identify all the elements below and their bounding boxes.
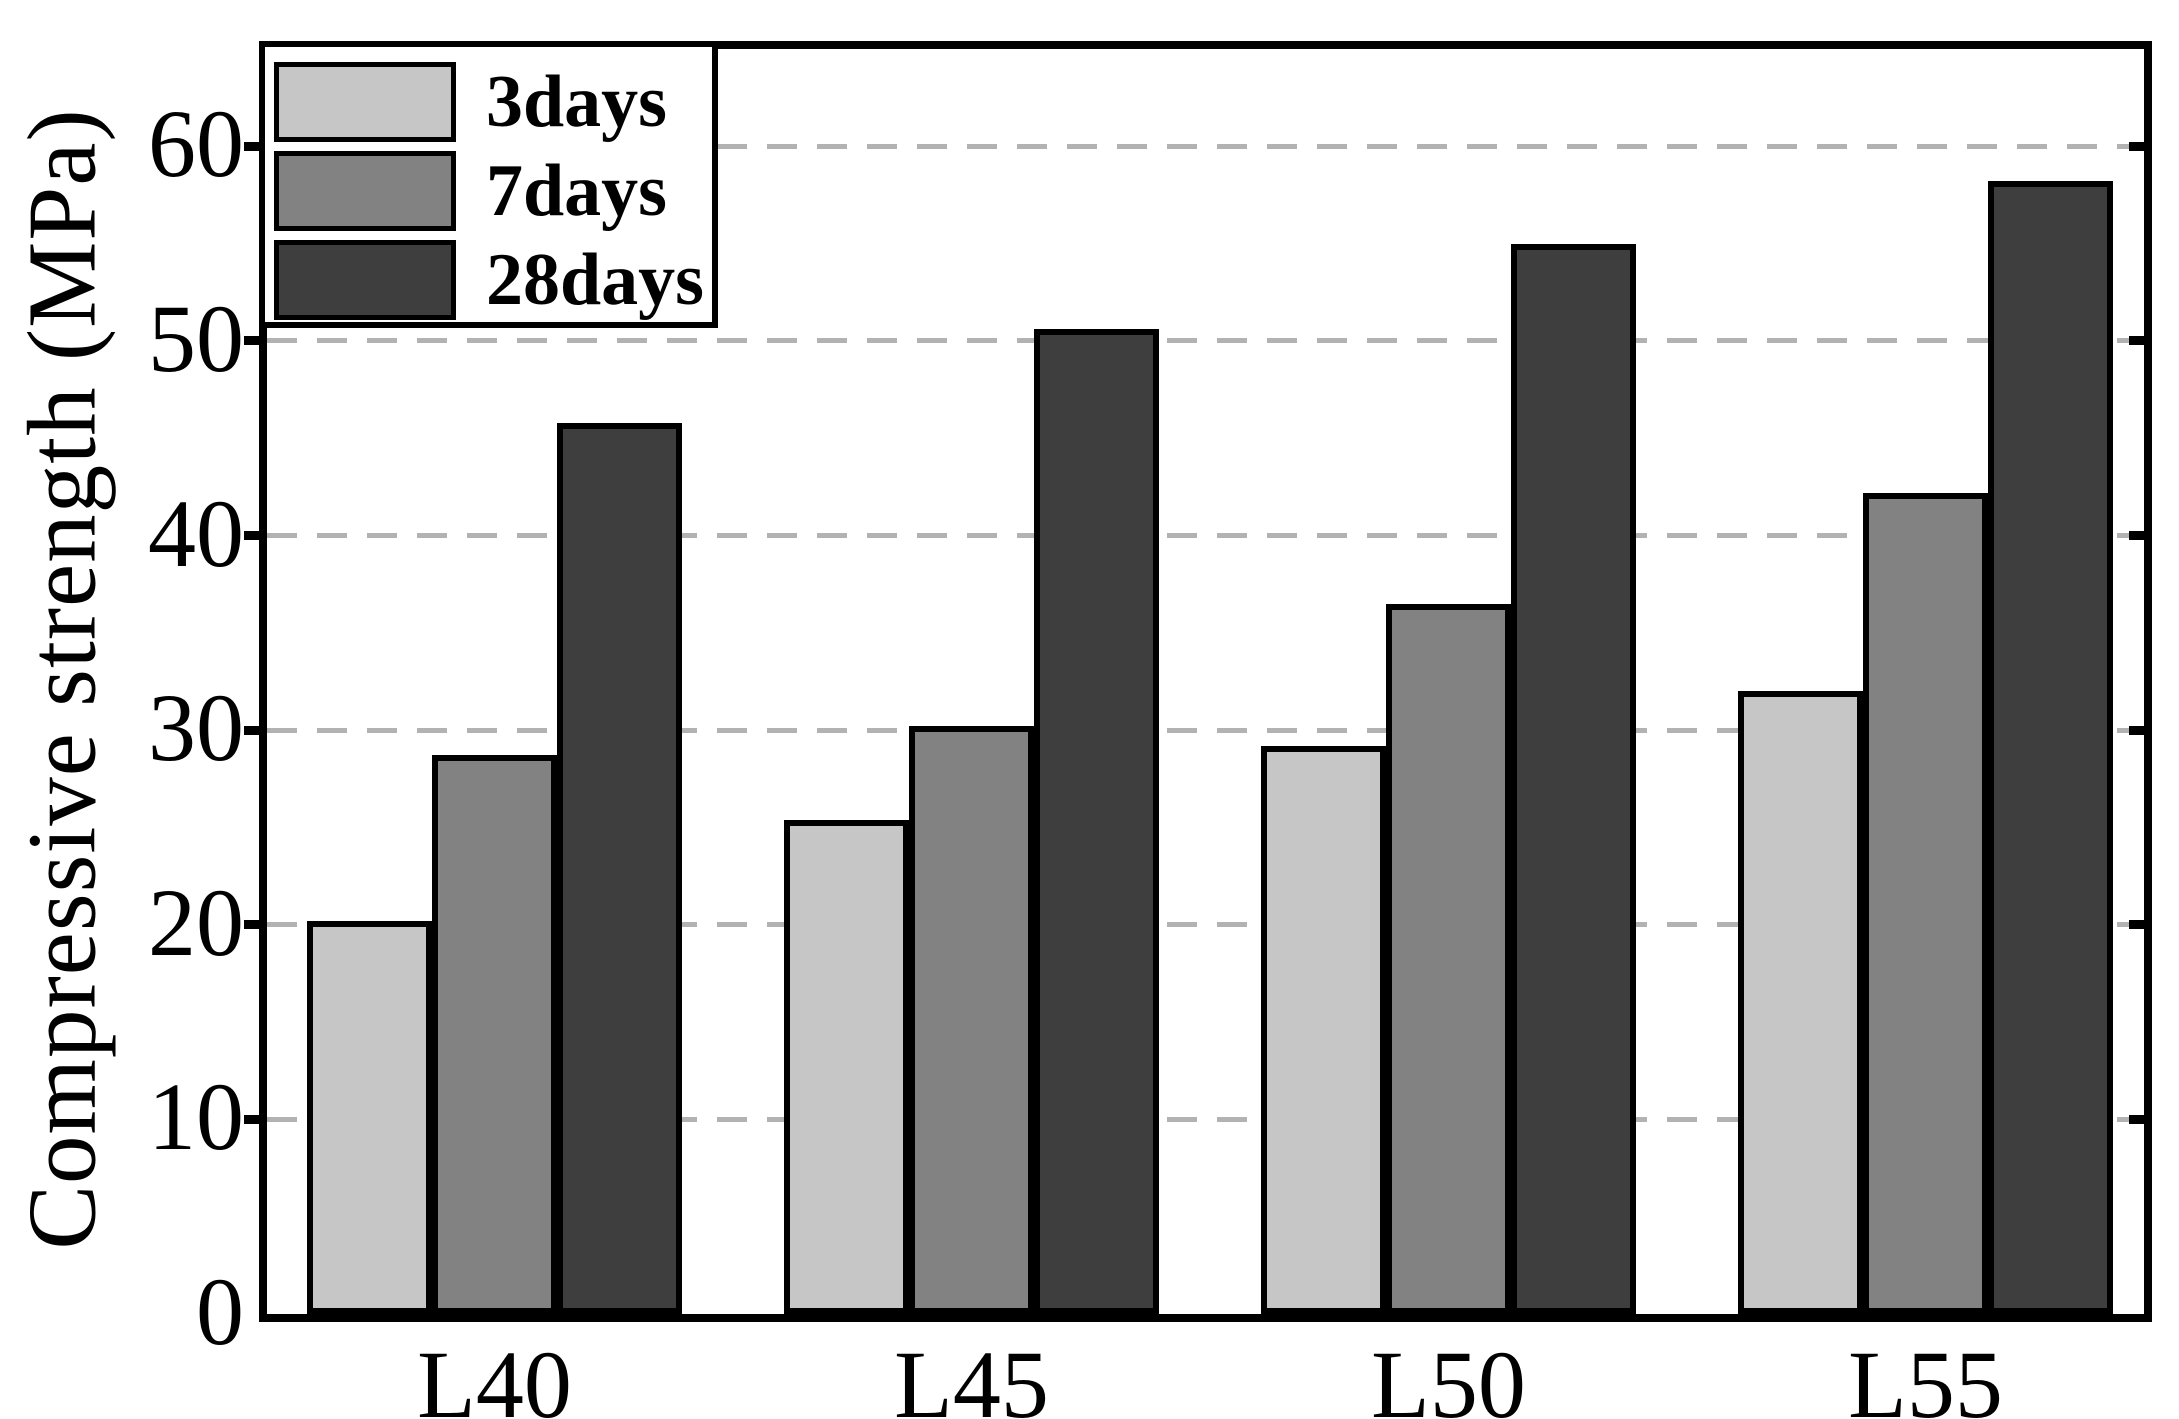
y-tick-left-30 <box>244 725 259 735</box>
y-tick-label-50: 50 <box>148 284 244 392</box>
legend-label-28days: 28days <box>486 238 704 321</box>
bar-L45-28days <box>1034 329 1159 1314</box>
x-tick-label-L40: L40 <box>417 1331 572 1419</box>
gridline-30 <box>267 727 2144 733</box>
bar-L50-3days <box>1261 746 1386 1314</box>
bar-L50-7days <box>1386 604 1511 1314</box>
y-tick-label-0: 0 <box>196 1258 244 1365</box>
bar-L55-28days <box>1988 181 2113 1314</box>
y-tick-label-10: 10 <box>148 1063 244 1171</box>
y-tick-right-50 <box>2129 336 2144 346</box>
bar-L55-7days <box>1863 493 1988 1314</box>
legend-item-7days: 7days <box>274 146 712 235</box>
x-tick-label-L45: L45 <box>894 1331 1049 1419</box>
y-tick-left-20 <box>244 920 259 930</box>
gridline-40 <box>267 533 2144 539</box>
y-tick-left-50 <box>244 336 259 346</box>
y-tick-label-30: 30 <box>148 674 244 782</box>
bar-L55-3days <box>1738 691 1863 1314</box>
bar-L45-3days <box>784 820 909 1314</box>
legend-swatch-28days <box>274 239 456 320</box>
gridline-60 <box>267 143 2144 149</box>
gridline-10 <box>267 1116 2144 1122</box>
bar-L40-7days <box>432 755 557 1314</box>
legend: 3days 7days 28days <box>259 41 718 328</box>
y-tick-left-10 <box>244 1114 259 1124</box>
y-tick-right-30 <box>2129 725 2144 735</box>
legend-swatch-7days <box>274 150 456 231</box>
y-tick-left-60 <box>244 141 259 151</box>
y-tick-right-40 <box>2129 531 2144 541</box>
legend-label-3days: 3days <box>486 60 667 143</box>
bar-L45-7days <box>909 726 1034 1314</box>
bar-L50-28days <box>1511 244 1636 1314</box>
legend-item-3days: 3days <box>274 57 712 146</box>
y-tick-label-20: 20 <box>148 868 244 976</box>
y-tick-left-40 <box>244 531 259 541</box>
legend-item-28days: 28days <box>274 235 712 324</box>
legend-label-7days: 7days <box>486 149 667 232</box>
gridline-50 <box>267 338 2144 344</box>
y-tick-label-40: 40 <box>148 479 244 587</box>
y-tick-right-10 <box>2129 1114 2144 1124</box>
legend-swatch-3days <box>274 61 456 142</box>
y-tick-right-20 <box>2129 920 2144 930</box>
x-tick-label-L50: L50 <box>1371 1331 1526 1419</box>
y-tick-label-60: 60 <box>148 90 244 198</box>
x-tick-label-L55: L55 <box>1848 1331 2003 1419</box>
bar-L40-28days <box>557 423 682 1314</box>
gridline-20 <box>267 922 2144 928</box>
plot-area <box>259 41 2152 1322</box>
y-tick-right-60 <box>2129 141 2144 151</box>
bar-L40-3days <box>307 921 432 1314</box>
